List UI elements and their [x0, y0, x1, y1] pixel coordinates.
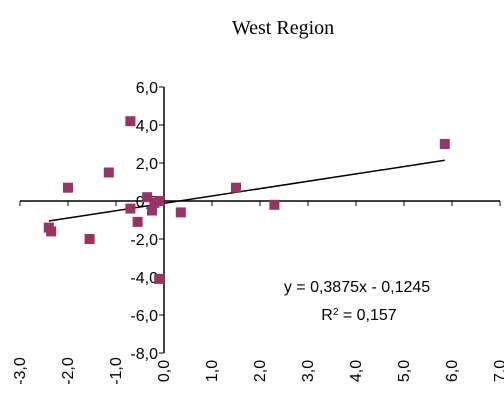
data-point: [125, 203, 136, 214]
data-point: [147, 205, 157, 216]
y-tick-label: -6,0: [130, 308, 158, 325]
data-point: [103, 167, 114, 178]
trendline-equation: y = 0,3875x - 0,1245: [284, 279, 430, 296]
y-tick-label: -4,0: [130, 270, 158, 287]
x-tick-label: -1,0: [108, 357, 125, 385]
data-point: [231, 182, 241, 193]
axes: [19, 86, 501, 354]
x-tick-label: 7,0: [492, 360, 504, 382]
x-tick-label: 1,0: [204, 360, 221, 382]
data-point: [154, 273, 165, 284]
x-tick-label: 0,0: [156, 360, 173, 382]
data-point: [142, 192, 153, 203]
r-squared-label: R2 = 0,157: [321, 307, 397, 325]
data-point: [46, 226, 57, 237]
x-tick-label: 6,0: [444, 360, 461, 382]
x-tick-label: -2,0: [60, 357, 77, 385]
y-tick-label: -2,0: [130, 232, 158, 249]
y-tick-label: 4,0: [136, 118, 158, 135]
x-tick-labels: -3,0 -2,0 -1,0 0,0 1,0 2,0 3,0 4,0 5,0 6,0 7,0: [12, 357, 504, 385]
x-tick-label: 3,0: [300, 360, 317, 382]
data-points: [43, 116, 450, 284]
y-tick-label: -8,0: [130, 346, 158, 363]
data-point: [175, 207, 186, 218]
data-point: [269, 199, 280, 210]
x-tick-label: 5,0: [396, 360, 413, 382]
data-point: [439, 139, 450, 149]
x-tick-label: 2,0: [252, 360, 269, 382]
data-point: [63, 182, 73, 193]
data-point: [154, 196, 165, 206]
trendline: [48, 159, 445, 222]
y-tick-label: 2,0: [136, 156, 158, 173]
chart-title: West Region: [232, 17, 334, 39]
data-point: [125, 116, 136, 127]
data-point: [132, 216, 143, 227]
data-point: [84, 234, 95, 244]
x-tick-label: -3,0: [12, 357, 29, 385]
y-tick-label: 6,0: [136, 80, 158, 97]
x-tick-label: 4,0: [348, 360, 365, 382]
